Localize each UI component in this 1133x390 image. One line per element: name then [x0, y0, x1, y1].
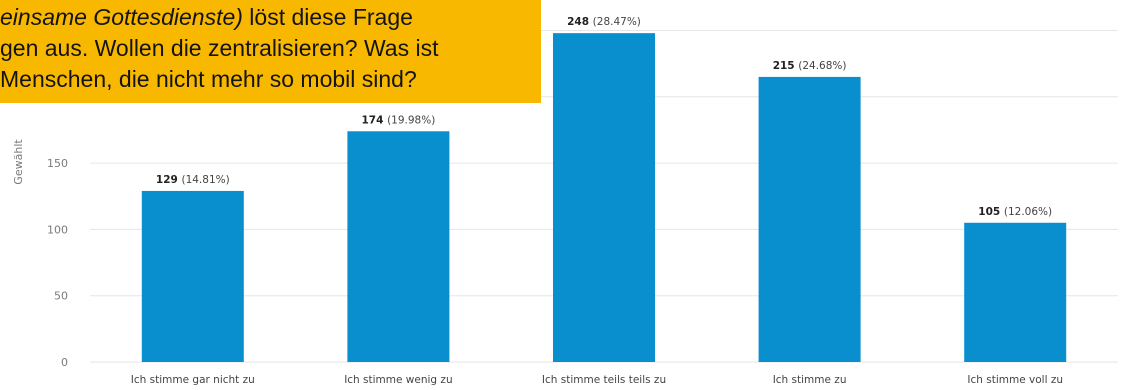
data-label-count: 215	[773, 60, 799, 72]
bars	[141, 33, 1067, 362]
category-labels: Ich stimme gar nicht zu Ich stimme wenig …	[131, 374, 1063, 386]
data-label-count: 174	[361, 114, 387, 126]
y-axis-label: Gewählt	[12, 139, 25, 185]
data-label-count: 105	[978, 206, 1004, 218]
callout-line-2-text: gen aus. Wollen die zentralisieren? Was …	[0, 35, 439, 61]
y-tick-label: 150	[47, 157, 68, 170]
category-label: Ich stimme zu	[773, 374, 847, 386]
bar	[347, 131, 450, 362]
data-label-percent: (28.47%)	[593, 16, 641, 28]
data-label: 215 (24.68%)	[773, 60, 847, 72]
callout-line-1-text: löst diese Frage	[242, 4, 413, 30]
y-tick-label: 100	[47, 223, 68, 236]
y-axis-ticks: 0 50 100 150	[47, 157, 68, 369]
category-label: Ich stimme teils teils zu	[542, 374, 666, 386]
category-label: Ich stimme gar nicht zu	[131, 374, 255, 386]
category-label: Ich stimme voll zu	[967, 374, 1063, 386]
bar	[141, 190, 244, 362]
y-tick-label: 50	[54, 290, 68, 303]
data-label: 105 (12.06%)	[978, 206, 1052, 218]
data-label-percent: (19.98%)	[387, 114, 435, 126]
data-label-percent: (24.68%)	[798, 60, 846, 72]
category-label: Ich stimme wenig zu	[344, 374, 452, 386]
data-label: 129 (14.81%)	[156, 174, 230, 186]
callout-line-1-italic: einsame Gottesdienste)	[0, 4, 243, 30]
callout-line-3-text: Menschen, die nicht mehr so mobil sind?	[0, 66, 417, 92]
y-tick-label: 0	[61, 356, 68, 369]
data-label-count: 248	[567, 16, 593, 28]
bar	[553, 33, 655, 362]
data-label-percent: (14.81%)	[181, 174, 229, 186]
bar	[964, 222, 1067, 362]
bar	[758, 76, 861, 362]
callout-line-2: gen aus. Wollen die zentralisieren? Was …	[0, 33, 541, 64]
data-label: 248 (28.47%)	[567, 16, 641, 28]
callout-box: einsame Gottesdienste) löst diese Frage …	[0, 0, 541, 103]
data-labels: 129 (14.81%) 174 (19.98%) 248 (28.47%) 215 …	[156, 16, 1052, 218]
data-label-percent: (12.06%)	[1004, 206, 1052, 218]
callout-line-3: Menschen, die nicht mehr so mobil sind?	[0, 64, 541, 95]
callout-line-1: einsame Gottesdienste) löst diese Frage	[0, 2, 541, 33]
data-label: 174 (19.98%)	[361, 114, 435, 126]
data-label-count: 129	[156, 174, 182, 186]
